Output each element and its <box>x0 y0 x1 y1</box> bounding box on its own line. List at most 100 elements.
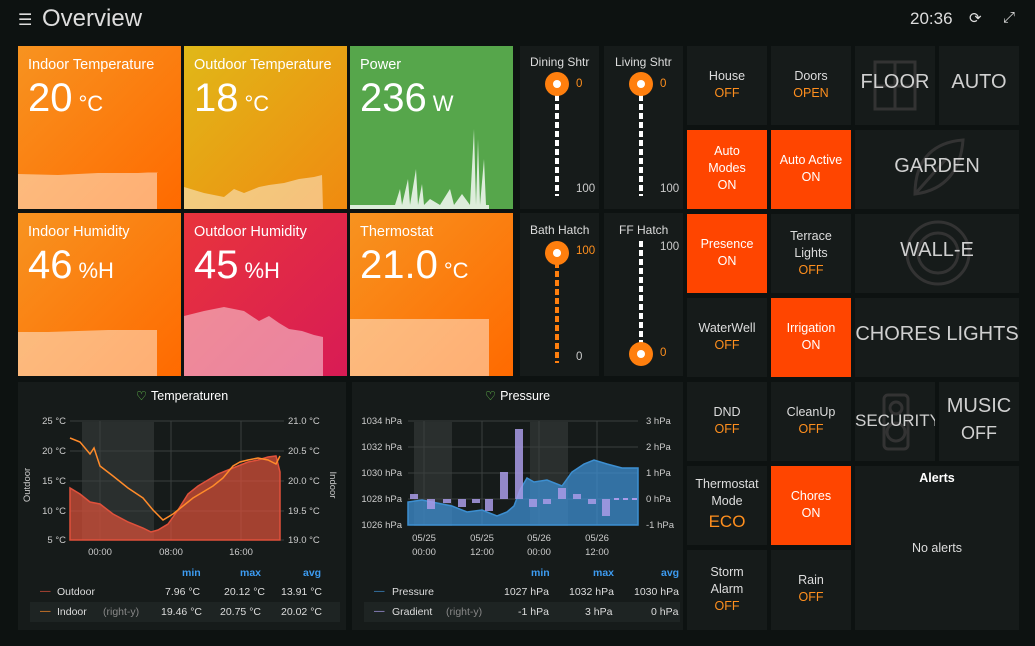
sparkline <box>184 307 323 376</box>
outdoor-temperature-tile: Outdoor Temperature 18 °C <box>184 46 347 209</box>
series-max: 3 hPa <box>585 606 613 618</box>
fullscreen-icon[interactable]: ⤢ <box>1003 9 1016 26</box>
legend-header-avg: avg <box>303 567 322 579</box>
shutter-value: 0 <box>660 347 667 359</box>
series-avg: 0 hPa <box>651 606 679 618</box>
storm-alarm-button[interactable]: Storm Alarm OFF <box>687 550 767 630</box>
ff-hatch[interactable]: FF Hatch 100 0 <box>604 213 683 376</box>
shutter-max: 100 <box>660 241 680 253</box>
walle-tile[interactable]: WALL-E <box>855 214 1019 293</box>
series-min: 19.46 °C <box>161 606 202 618</box>
music-state: OFF <box>961 423 997 443</box>
button-label: Auto Active <box>779 153 843 167</box>
shutter-value: 100 <box>576 245 596 257</box>
series-swatch: — <box>374 605 385 617</box>
rain-button[interactable]: Rain OFF <box>771 550 851 630</box>
auto-modes-button[interactable]: Auto Modes ON <box>687 130 767 209</box>
series-swatch: — <box>40 605 51 617</box>
legend-row-indoor[interactable]: — Indoor (right-y) 19.46 °C 20.75 °C 20.… <box>30 602 340 622</box>
x-tick: 08:00 <box>159 547 183 558</box>
series-max: 20.12 °C <box>224 586 265 598</box>
series-avg: 13.91 °C <box>281 586 322 598</box>
refresh-icon[interactable]: ⟳ <box>969 10 982 27</box>
top-bar: ☰ Overview 20:36 ⟳ ⤢ <box>0 0 1035 38</box>
floor-icon <box>873 60 917 111</box>
dining-shutter[interactable]: Dining Shtr 0 100 <box>520 46 599 209</box>
legend-header-min: min <box>182 567 201 579</box>
series-min: 7.96 °C <box>165 586 201 598</box>
sparkline <box>184 175 323 209</box>
button-state: OFF <box>798 422 824 436</box>
series-name: Gradient <box>392 606 433 618</box>
y2-tick: 3 hPa <box>646 416 672 427</box>
shutter-label: FF Hatch <box>619 223 669 237</box>
security-tile[interactable]: SECURITY <box>855 382 935 461</box>
auto-tile[interactable]: AUTO <box>939 46 1019 125</box>
robot-vacuum-icon <box>905 220 971 286</box>
shutter-slider[interactable] <box>542 72 572 202</box>
house-button[interactable]: House OFF <box>687 46 767 125</box>
irrigation-button[interactable]: Irrigation ON <box>771 298 851 377</box>
series-name: Pressure <box>392 586 435 598</box>
button-state: OPEN <box>793 86 829 100</box>
temperature-chart: Outdoor Indoor 25 °C 20 °C 15 °C 10 °C 5… <box>22 416 338 558</box>
auto-active-button[interactable]: Auto Active ON <box>771 130 851 209</box>
y-tick: 20 °C <box>42 446 66 457</box>
button-state: ON <box>717 178 737 192</box>
menu-icon[interactable]: ☰ <box>18 12 33 29</box>
tile-value: 18 °C <box>194 76 270 120</box>
y2-tick: 20.5 °C <box>288 446 320 457</box>
x-tick-time: 00:00 <box>527 547 551 558</box>
shutter-max: 100 <box>576 183 596 195</box>
sparkline <box>18 330 157 376</box>
tile-value: 46 %H <box>28 243 114 287</box>
button-label: Presence <box>700 237 754 251</box>
tile-label: Indoor Temperature <box>28 57 155 73</box>
panel-title: ♡ Temperaturen <box>135 389 229 403</box>
y-tick: 1028 hPa <box>361 494 402 505</box>
chores-button[interactable]: Chores ON <box>771 466 851 545</box>
alerts-empty: No alerts <box>911 541 963 555</box>
button-state: ON <box>801 506 821 520</box>
floor-tile[interactable]: FLOOR <box>855 46 935 125</box>
x-tick: 00:00 <box>88 547 112 558</box>
cleanup-button[interactable]: CleanUp OFF <box>771 382 851 461</box>
x-tick-time: 12:00 <box>470 547 494 558</box>
shutter-slider[interactable] <box>626 72 656 202</box>
button-state: OFF <box>714 86 740 100</box>
series-avg: 1030 hPa <box>634 586 679 598</box>
thermostat-mode-button[interactable]: Thermostat Mode ECO <box>687 466 767 545</box>
chores-lights-tile[interactable]: CHORES LIGHTS <box>855 298 1019 377</box>
pressure-panel: ♡ Pressure 1034 hPa 1032 hPa 1030 hPa 102… <box>352 382 683 630</box>
series-min: 1027 hPa <box>504 586 549 598</box>
x-tick-date: 05/26 <box>585 533 609 544</box>
tile-label: CHORES LIGHTS <box>855 323 1019 345</box>
dnd-button[interactable]: DND OFF <box>687 382 767 461</box>
series-name: Indoor <box>57 606 87 618</box>
doors-button[interactable]: Doors OPEN <box>771 46 851 125</box>
alerts-panel: Alerts No alerts <box>855 466 1019 630</box>
y2-tick: 19.5 °C <box>288 506 320 517</box>
clock: 20:36 <box>910 9 953 28</box>
button-label: DND <box>713 405 741 419</box>
x-tick-date: 05/25 <box>412 533 436 544</box>
music-tile[interactable]: MUSIC OFF <box>939 382 1019 461</box>
y-tick: 1034 hPa <box>361 416 402 427</box>
waterwell-button[interactable]: WaterWell OFF <box>687 298 767 377</box>
presence-button[interactable]: Presence ON <box>687 214 767 293</box>
garden-tile[interactable]: GARDEN <box>855 130 1019 209</box>
shutter-slider[interactable] <box>542 239 572 369</box>
shutter-slider[interactable] <box>626 233 656 368</box>
y-tick: 1032 hPa <box>361 442 402 453</box>
sparkline <box>350 129 489 209</box>
y-tick: 1026 hPa <box>361 520 402 531</box>
button-label: Chores <box>790 489 832 503</box>
living-shutter[interactable]: Living Shtr 0 100 <box>604 46 683 209</box>
terrace-lights-button[interactable]: Terrace Lights OFF <box>771 214 851 293</box>
series-suffix: (right-y) <box>446 606 483 618</box>
shutter-min: 0 <box>576 351 583 363</box>
series-swatch: — <box>40 585 51 597</box>
legend-row-gradient[interactable]: — Gradient (right-y) -1 hPa 3 hPa 0 hPa <box>364 602 680 622</box>
bath-hatch[interactable]: Bath Hatch 100 0 <box>520 213 599 376</box>
button-state: ON <box>801 170 821 184</box>
